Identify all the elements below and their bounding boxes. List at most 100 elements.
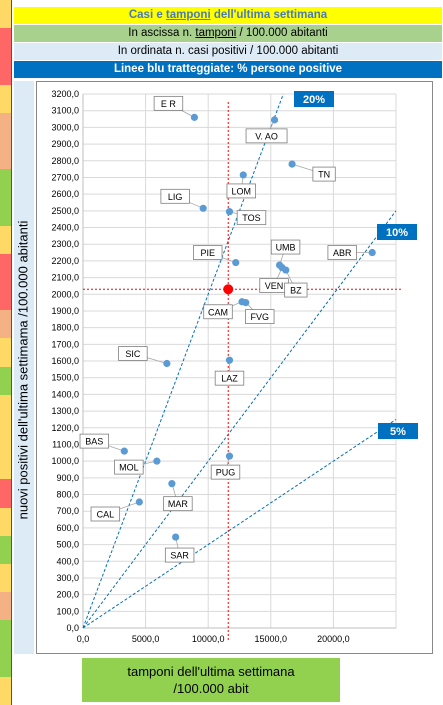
strip-segment [0, 310, 12, 339]
point-label-box [160, 188, 190, 204]
point-label-box [270, 239, 301, 255]
strip-segment [0, 0, 12, 29]
strip-segment [0, 451, 12, 480]
y-tick-label: 1100,0 [52, 439, 79, 449]
point-label-box [79, 433, 110, 449]
point-label: LOM [231, 186, 251, 196]
y-tick-label: 700,0 [56, 506, 79, 516]
y-tick-label: 2600,0 [51, 189, 79, 199]
y-tick-label: 2100,0 [51, 273, 79, 283]
x-axis-description: In ascissa n. tamponi / 100.000 abitanti [14, 25, 442, 42]
point-label-box [214, 370, 245, 386]
point-label-box [312, 166, 336, 182]
reference-line-label: 20% [303, 94, 325, 106]
strip-segment [0, 592, 12, 621]
point-label: UMB [276, 243, 296, 253]
point-label: FVG [251, 312, 270, 322]
x-tick-label: 20000,0 [317, 634, 350, 644]
point-label-box [327, 245, 357, 260]
strip-segment [0, 564, 12, 593]
data-point [199, 204, 207, 212]
data-point [368, 248, 376, 257]
point-label-box [114, 459, 144, 475]
strip-segment [0, 197, 12, 226]
y-tick-label: 400,0 [56, 556, 79, 566]
strip-segment [0, 28, 12, 57]
point-label: V. AO [255, 131, 278, 141]
point-label: E R [161, 99, 177, 109]
data-point [153, 457, 161, 465]
data-point [288, 160, 296, 168]
y-tick-label: 2200,0 [51, 256, 79, 266]
strip-segment [0, 141, 12, 170]
y-tick-label: 2000,0 [51, 289, 79, 299]
reference-line [82, 210, 397, 629]
point-label: LAZ [221, 374, 238, 384]
strip-segment [0, 620, 12, 649]
chart-frame [36, 81, 433, 654]
point-label-box [210, 464, 241, 480]
x-tick-label: 10000,0 [192, 634, 225, 644]
point-label-box [226, 183, 256, 199]
data-point [239, 171, 247, 179]
y-tick-label: 600,0 [56, 523, 79, 533]
point-label-box [90, 506, 121, 522]
point-label-box [164, 547, 195, 563]
reference-line-label-box [377, 224, 417, 240]
point-label: PIE [200, 248, 215, 258]
strip-segment [0, 394, 12, 423]
y-tick-label: 1200,0 [51, 423, 79, 433]
data-point [225, 452, 234, 460]
strip-segment [0, 338, 12, 367]
x-tick-label: 15000,0 [255, 634, 288, 644]
reference-line-label-box [294, 91, 334, 107]
strip-segment [0, 507, 12, 536]
y-tick-label: 2400,0 [51, 223, 79, 233]
x-axis-label-line-2: /100.000 abit [173, 681, 249, 696]
data-point [270, 116, 279, 124]
point-label: MOL [119, 463, 139, 473]
data-point [238, 298, 246, 306]
y-tick-label: 300,0 [56, 573, 79, 583]
data-point [172, 533, 180, 541]
y-axis-description: In ordinata n. casi positivi / 100.000 a… [14, 43, 442, 60]
y-tick-label: 1000,0 [51, 456, 79, 466]
point-label: BAS [85, 437, 103, 447]
strip-segment [0, 56, 12, 85]
reference-line-label-box [378, 423, 418, 439]
point-label-box [193, 245, 223, 260]
y-tick-label: 900,0 [56, 473, 79, 483]
point-label-box [118, 346, 148, 361]
strip-segment [0, 366, 12, 395]
y-tick-label: 1600,0 [51, 356, 79, 366]
strip-segment [0, 423, 12, 452]
strip-segment [0, 112, 12, 141]
data-point [163, 359, 171, 368]
point-label: CAM [208, 307, 228, 317]
data-point [225, 208, 234, 216]
y-tick-label: 1500,0 [51, 373, 79, 383]
y-label-panel [14, 81, 34, 654]
average-marker [223, 284, 234, 295]
strip-segment [0, 648, 12, 677]
y-tick-label: 1900,0 [51, 306, 79, 316]
point-label: VEN [265, 281, 284, 291]
point-label: PUG [216, 468, 236, 478]
point-label: TOS [242, 213, 260, 223]
y-tick-label: 2700,0 [51, 172, 79, 182]
chart-title: Casi e tamponi dell'ultima settimana [14, 7, 442, 24]
strip-segment [0, 225, 12, 254]
x-tick-label: 5000,0 [132, 634, 160, 644]
point-label-box [236, 210, 267, 226]
data-point [168, 480, 176, 488]
point-label-box [153, 95, 184, 111]
point-label: SAR [170, 551, 189, 561]
y-tick-label: 2900,0 [51, 139, 79, 149]
point-label-box [203, 304, 233, 320]
y-tick-label: 1800,0 [51, 323, 79, 333]
data-point [135, 498, 143, 506]
data-point [190, 113, 199, 121]
y-tick-label: 1300,0 [51, 406, 79, 416]
y-tick-label: 200,0 [56, 590, 79, 600]
y-tick-label: 3100,0 [51, 106, 79, 116]
